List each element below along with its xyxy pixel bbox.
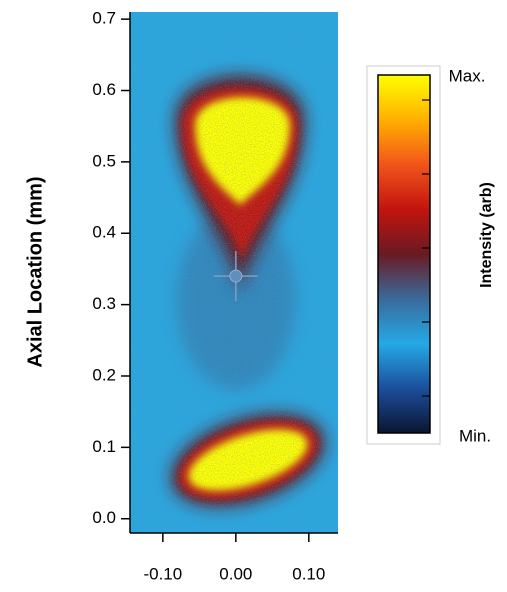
y-tick-label: 0.5 bbox=[92, 151, 116, 170]
colorbar bbox=[377, 74, 431, 434]
y-tick-label: 0.1 bbox=[92, 437, 116, 456]
heatmap-image bbox=[130, 12, 338, 533]
x-tick-label: 0.10 bbox=[292, 564, 325, 583]
y-tick-label: 0.0 bbox=[92, 508, 116, 527]
y-tick-label: 0.7 bbox=[92, 9, 116, 28]
x-tick-label: 0.00 bbox=[219, 564, 252, 583]
colorbar-min-label: Min. bbox=[459, 426, 491, 445]
y-tick-label: 0.4 bbox=[92, 223, 116, 242]
x-tick-label: -0.10 bbox=[143, 564, 182, 583]
y-tick-label: 0.6 bbox=[92, 80, 116, 99]
y-tick-label: 0.2 bbox=[92, 365, 116, 384]
colorbar-label: Intensity (arb) bbox=[478, 182, 495, 288]
crosshair-center bbox=[229, 269, 243, 283]
y-tick-label: 0.3 bbox=[92, 294, 116, 313]
y-axis-label: Axial Location (mm) bbox=[24, 176, 46, 367]
colorbar-max-label: Max. bbox=[449, 66, 486, 85]
colorbar-ticks bbox=[422, 99, 430, 397]
